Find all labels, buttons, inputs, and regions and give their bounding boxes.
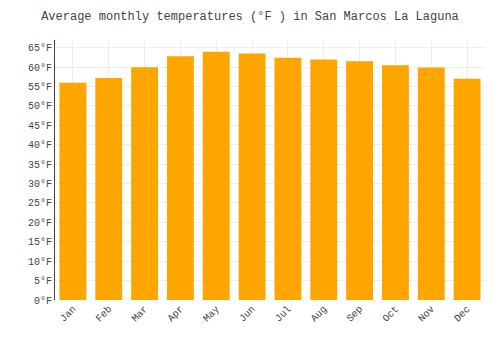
svg-text:65°F: 65°F [28,43,52,54]
svg-text:30°F: 30°F [28,179,52,190]
svg-text:Dec: Dec [452,304,473,325]
svg-text:Jan: Jan [58,304,79,325]
svg-text:Nov: Nov [416,304,437,325]
svg-text:Average monthly temperatures (: Average monthly temperatures (°F ) in Sa… [41,10,459,24]
svg-text:Sep: Sep [345,304,366,325]
svg-text:5°F: 5°F [34,276,52,287]
svg-text:40°F: 40°F [28,140,52,151]
svg-text:25°F: 25°F [28,198,52,209]
svg-text:45°F: 45°F [28,121,52,132]
svg-text:Jul: Jul [273,304,294,325]
svg-text:20°F: 20°F [28,218,52,229]
svg-text:50°F: 50°F [28,101,52,112]
svg-text:0°F: 0°F [34,296,52,307]
svg-text:15°F: 15°F [28,237,52,248]
svg-text:55°F: 55°F [28,82,52,93]
svg-text:10°F: 10°F [28,257,52,268]
svg-text:Aug: Aug [309,304,330,325]
svg-text:35°F: 35°F [28,160,52,171]
svg-text:Oct: Oct [381,304,402,325]
svg-text:60°F: 60°F [28,63,52,74]
svg-text:Feb: Feb [94,304,115,325]
svg-text:Jun: Jun [237,304,258,325]
svg-text:Mar: Mar [130,304,151,325]
svg-text:May: May [201,304,222,325]
svg-text:Apr: Apr [166,304,187,325]
